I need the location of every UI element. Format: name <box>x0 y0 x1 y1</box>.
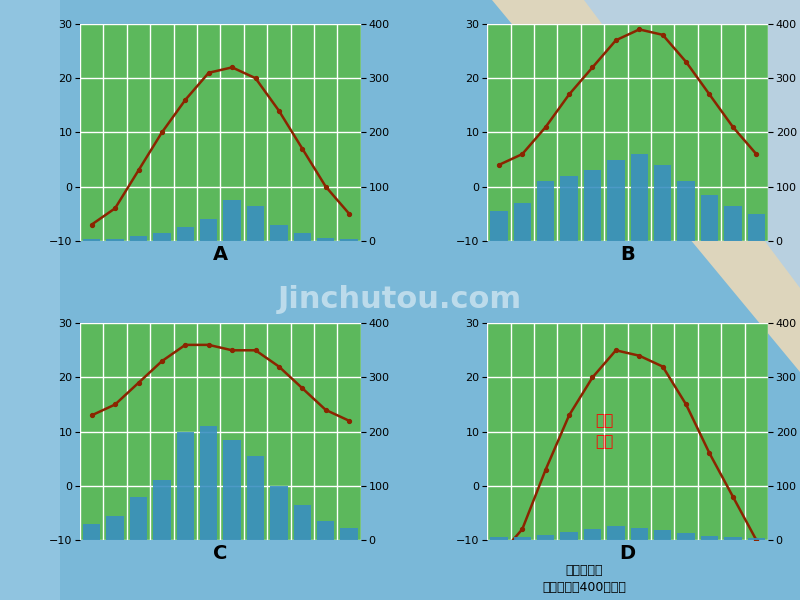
Bar <box>317 521 334 540</box>
X-axis label: C: C <box>214 544 227 563</box>
Bar <box>294 233 311 241</box>
Bar <box>560 176 578 241</box>
Bar <box>537 181 554 241</box>
Text: 西部
干旱: 西部 干旱 <box>595 413 614 449</box>
Bar <box>701 536 718 540</box>
X-axis label: B: B <box>620 245 635 264</box>
Bar <box>678 181 695 241</box>
Bar <box>654 165 671 241</box>
Bar <box>607 160 625 241</box>
Bar <box>0 0 60 600</box>
Bar <box>223 440 241 540</box>
Bar <box>83 524 101 540</box>
Bar <box>177 431 194 540</box>
Bar <box>200 219 218 241</box>
Bar <box>246 456 264 540</box>
Bar <box>560 532 578 540</box>
Bar <box>490 211 508 241</box>
Text: Jinchutou.com: Jinchutou.com <box>278 286 522 314</box>
Text: 年降水量少
（总量小于400毫米）: 年降水量少 （总量小于400毫米） <box>542 564 626 594</box>
Polygon shape <box>492 0 800 372</box>
Bar <box>537 535 554 540</box>
Bar <box>514 537 531 540</box>
Bar <box>317 238 334 241</box>
Bar <box>340 528 358 540</box>
Bar <box>724 206 742 241</box>
Bar <box>153 481 170 540</box>
Bar <box>270 224 288 241</box>
Bar <box>246 206 264 241</box>
Bar <box>584 170 602 241</box>
Bar <box>270 486 288 540</box>
Bar <box>106 515 124 540</box>
Bar <box>130 497 147 540</box>
Bar <box>654 530 671 540</box>
Bar <box>490 537 508 540</box>
Bar <box>584 529 602 540</box>
X-axis label: D: D <box>619 544 636 563</box>
Bar <box>223 200 241 241</box>
Bar <box>177 227 194 241</box>
Bar <box>747 538 765 540</box>
Bar <box>747 214 765 241</box>
Polygon shape <box>584 0 800 288</box>
Bar <box>630 154 648 241</box>
Bar <box>83 239 101 241</box>
Bar <box>514 203 531 241</box>
Bar <box>630 528 648 540</box>
Bar <box>607 526 625 540</box>
Bar <box>294 505 311 540</box>
Bar <box>200 426 218 540</box>
Bar <box>724 537 742 540</box>
Bar <box>340 239 358 241</box>
X-axis label: A: A <box>213 245 228 264</box>
Bar <box>130 236 147 241</box>
Bar <box>678 533 695 540</box>
Bar <box>106 239 124 241</box>
Bar <box>153 233 170 241</box>
Bar <box>701 195 718 241</box>
